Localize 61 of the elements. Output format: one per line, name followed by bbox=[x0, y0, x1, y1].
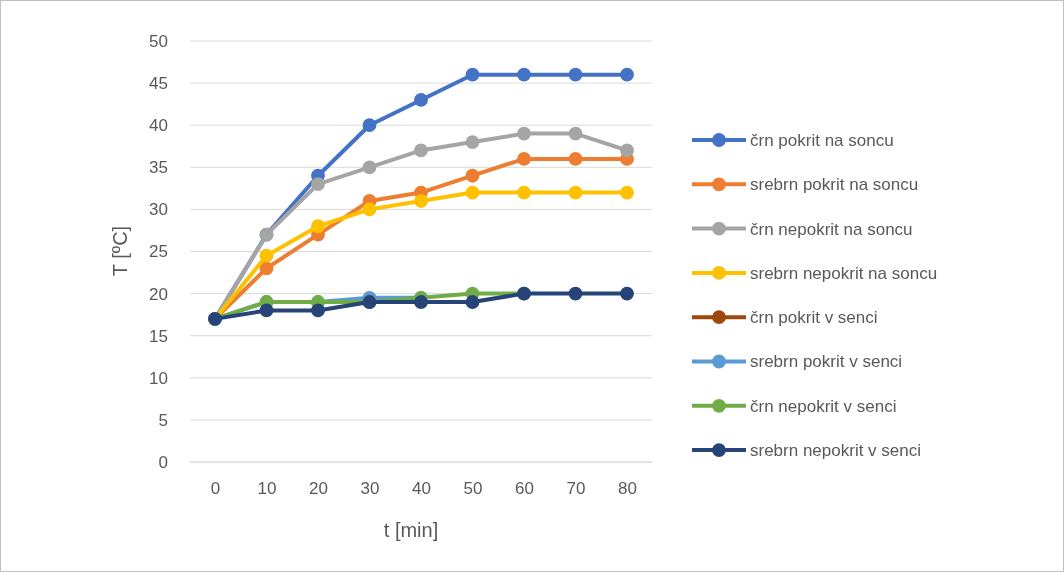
point bbox=[465, 67, 480, 82]
point bbox=[414, 194, 428, 208]
point bbox=[362, 160, 377, 175]
x-tick-label: 70 bbox=[566, 479, 586, 499]
legend-label: srebrn nepokrit na soncu bbox=[750, 263, 938, 283]
point bbox=[620, 143, 634, 158]
legend-label: črn nepokrit v senci bbox=[750, 396, 897, 416]
point bbox=[311, 177, 325, 192]
x-tick-label: 20 bbox=[309, 479, 328, 499]
point bbox=[620, 286, 634, 301]
point bbox=[568, 151, 583, 166]
legend-label: srebrn nepokrit v senci bbox=[750, 441, 922, 461]
y-tick-label: 50 bbox=[149, 31, 168, 51]
x-tick-label: 10 bbox=[257, 479, 277, 499]
point bbox=[568, 286, 583, 301]
point bbox=[568, 185, 583, 200]
point bbox=[620, 67, 634, 82]
y-tick-label: 0 bbox=[158, 452, 168, 472]
point bbox=[414, 143, 428, 158]
point bbox=[311, 303, 325, 318]
point bbox=[311, 219, 325, 234]
point bbox=[362, 202, 377, 217]
point bbox=[465, 295, 480, 309]
point bbox=[414, 93, 428, 107]
point bbox=[465, 185, 480, 200]
x-tick-label: 0 bbox=[210, 479, 221, 499]
x-tick-label: 80 bbox=[618, 479, 637, 499]
point bbox=[517, 67, 531, 82]
legend-label: črn nepokrit na soncu bbox=[750, 219, 913, 239]
point bbox=[259, 248, 274, 263]
y-tick-label: 30 bbox=[149, 200, 168, 220]
point bbox=[620, 185, 634, 200]
x-tick-label: 30 bbox=[360, 479, 380, 499]
point bbox=[517, 126, 531, 141]
point bbox=[259, 303, 274, 318]
point bbox=[362, 118, 377, 133]
x-tick-label: 40 bbox=[412, 479, 431, 499]
y-tick-label: 15 bbox=[149, 326, 168, 346]
y-tick-label: 10 bbox=[149, 368, 168, 388]
y-tick-label: 5 bbox=[158, 410, 168, 430]
legend-label: srebrn pokrit na soncu bbox=[750, 175, 919, 195]
x-tick-label: 50 bbox=[463, 479, 483, 499]
legend-label: srebrn pokrit v senci bbox=[750, 352, 903, 372]
point bbox=[259, 261, 274, 276]
x-axis-title: t [min] bbox=[383, 519, 439, 541]
y-tick-label: 35 bbox=[149, 158, 168, 178]
legend-label: črn pokrit na soncu bbox=[750, 130, 894, 150]
x-tick-label: 60 bbox=[515, 479, 534, 499]
y-axis-title: T [ºC] bbox=[109, 225, 131, 277]
legend-label: črn pokrit v senci bbox=[750, 308, 878, 328]
point bbox=[465, 168, 480, 183]
point bbox=[568, 67, 583, 82]
point bbox=[517, 151, 531, 166]
point bbox=[414, 295, 428, 309]
point bbox=[465, 135, 480, 149]
y-tick-label: 20 bbox=[149, 284, 168, 304]
y-tick-label: 40 bbox=[149, 116, 168, 136]
point bbox=[517, 185, 531, 200]
y-tick-label: 25 bbox=[149, 242, 168, 262]
point bbox=[568, 126, 583, 141]
y-tick-label: 45 bbox=[149, 74, 168, 94]
